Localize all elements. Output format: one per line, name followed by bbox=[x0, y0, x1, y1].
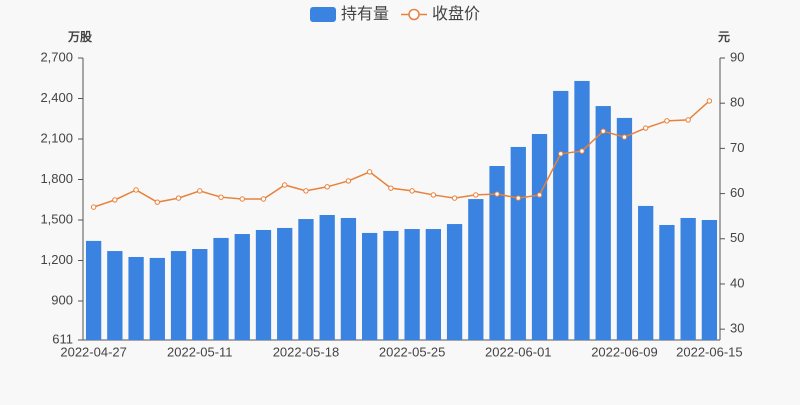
line-point bbox=[218, 194, 224, 200]
bar bbox=[425, 229, 441, 340]
bar bbox=[595, 106, 611, 341]
bar bbox=[213, 237, 229, 340]
x-tick-label: 2022-04-27 bbox=[60, 344, 127, 359]
bar bbox=[468, 199, 484, 340]
y2-tick-label: 70 bbox=[730, 140, 744, 155]
bar bbox=[446, 224, 463, 340]
line-point bbox=[706, 98, 713, 104]
bar bbox=[531, 134, 548, 340]
bar bbox=[170, 251, 187, 340]
line-point bbox=[600, 128, 606, 134]
bar bbox=[85, 240, 102, 340]
line-point bbox=[197, 188, 203, 194]
bar bbox=[680, 217, 696, 340]
line-point bbox=[494, 191, 500, 197]
x-tick-label: 2022-06-01 bbox=[485, 344, 552, 359]
bar bbox=[277, 227, 293, 340]
line-point bbox=[536, 192, 543, 198]
bar bbox=[362, 232, 378, 340]
y2-axis-title: 元 bbox=[718, 30, 730, 44]
bar bbox=[319, 214, 335, 340]
line-point bbox=[621, 134, 628, 140]
line-point bbox=[282, 182, 288, 188]
legend-swatch bbox=[408, 8, 420, 21]
x-tick-label: 2022-06-09 bbox=[591, 344, 658, 359]
line-point bbox=[324, 184, 330, 190]
line-point bbox=[303, 188, 309, 194]
line-point bbox=[515, 195, 521, 201]
y2-tick-label: 50 bbox=[730, 230, 744, 245]
line-point bbox=[388, 185, 394, 191]
y2-tick-label: 40 bbox=[730, 275, 744, 290]
line-point bbox=[90, 204, 97, 210]
bar bbox=[149, 257, 165, 340]
line-point bbox=[154, 199, 161, 205]
line-point bbox=[112, 197, 118, 203]
line-point bbox=[345, 178, 352, 184]
bar bbox=[404, 229, 420, 340]
line-point bbox=[473, 192, 479, 198]
x-tick-label: 2022-05-11 bbox=[167, 344, 233, 359]
line-point bbox=[451, 195, 458, 201]
line-point bbox=[239, 196, 245, 202]
legend-swatch bbox=[310, 7, 336, 22]
x-tick-label: 2022-05-18 bbox=[273, 344, 340, 359]
line-point bbox=[558, 151, 564, 157]
y2-tick-label: 80 bbox=[730, 95, 744, 110]
y-tick-label: 2,400 bbox=[40, 90, 73, 105]
y-tick-label: 900 bbox=[51, 292, 73, 307]
bar bbox=[255, 229, 272, 340]
y2-tick-label: 30 bbox=[730, 321, 744, 336]
bar bbox=[234, 234, 250, 340]
y-tick-label: 1,500 bbox=[40, 211, 73, 226]
line bbox=[93, 100, 710, 208]
bar bbox=[701, 219, 718, 340]
y-tick-label: 611 bbox=[52, 331, 73, 346]
line-point bbox=[642, 125, 649, 131]
y-tick-label: 1,200 bbox=[40, 252, 73, 267]
bar bbox=[638, 205, 654, 340]
line-point bbox=[579, 148, 585, 154]
y-tick-label: 1,800 bbox=[40, 171, 73, 186]
bar bbox=[192, 249, 208, 340]
legend-label: 持有量 bbox=[341, 5, 389, 23]
line-point bbox=[175, 195, 182, 201]
bar bbox=[553, 90, 569, 340]
line-point bbox=[664, 118, 670, 124]
bar bbox=[298, 219, 314, 340]
y-tick-label: 2,700 bbox=[40, 49, 73, 64]
line-point bbox=[133, 187, 139, 193]
bar bbox=[107, 251, 123, 340]
bar bbox=[510, 146, 526, 340]
line-point bbox=[260, 196, 267, 202]
y-axis-title: 万股 bbox=[67, 29, 93, 44]
bar bbox=[659, 224, 675, 340]
bar bbox=[383, 230, 399, 340]
y-tick-label: 2,100 bbox=[40, 130, 73, 145]
line-point bbox=[430, 192, 437, 198]
bar bbox=[616, 117, 633, 340]
bar bbox=[340, 217, 357, 340]
legend-label: 收盘价 bbox=[432, 4, 480, 23]
bar bbox=[489, 165, 505, 340]
line-point bbox=[409, 188, 415, 194]
bar bbox=[574, 80, 590, 340]
line-point bbox=[685, 117, 691, 123]
y2-tick-label: 60 bbox=[730, 185, 744, 200]
x-tick-label: 2022-05-25 bbox=[379, 344, 446, 359]
x-tick-label: 2022-06-15 bbox=[676, 344, 743, 359]
bar bbox=[128, 256, 144, 340]
line-point bbox=[366, 169, 373, 175]
y2-tick-label: 90 bbox=[730, 49, 744, 64]
